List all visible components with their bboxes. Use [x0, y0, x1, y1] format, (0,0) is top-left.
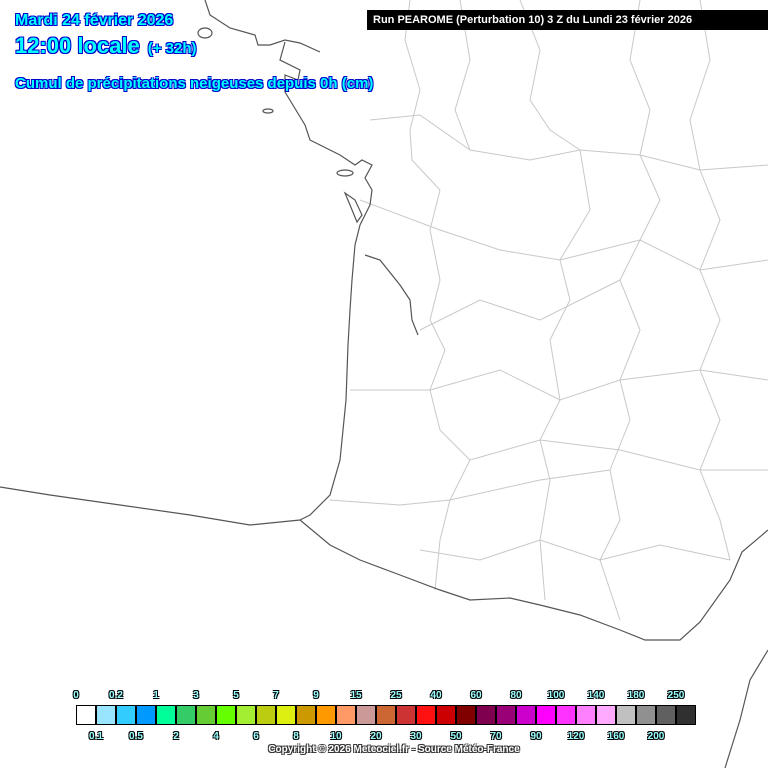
legend-label: 90	[530, 731, 542, 742]
legend-swatch	[196, 705, 216, 725]
legend-label: 4	[213, 731, 219, 742]
legend-swatch	[316, 705, 336, 725]
forecast-date: Mardi 24 février 2026	[15, 12, 174, 29]
legend-label: 9	[313, 690, 319, 701]
legend-label: 8	[293, 731, 299, 742]
legend-label: 70	[490, 731, 502, 742]
legend-swatch	[396, 705, 416, 725]
legend-swatch	[136, 705, 156, 725]
legend-label: 6	[253, 731, 259, 742]
legend-swatch	[336, 705, 356, 725]
product-title: Cumul de précipitations neigeuses depuis…	[15, 75, 374, 92]
legend-label: 1	[153, 690, 159, 701]
legend-label: 250	[667, 690, 685, 701]
legend-label: 0	[73, 690, 79, 701]
legend-swatch	[416, 705, 436, 725]
legend-label: 120	[567, 731, 585, 742]
legend-swatch	[536, 705, 556, 725]
legend-label: 25	[390, 690, 402, 701]
legend-swatch	[616, 705, 636, 725]
legend-label: 180	[627, 690, 645, 701]
legend-swatch	[636, 705, 656, 725]
legend-swatch	[596, 705, 616, 725]
legend-label: 0.2	[109, 690, 123, 701]
legend-swatch	[176, 705, 196, 725]
run-info: Run PEAROME (Perturbation 10) 3 Z du Lun…	[367, 10, 768, 30]
legend-swatch	[96, 705, 116, 725]
legend-swatch	[116, 705, 136, 725]
legend-label: 3	[193, 690, 199, 701]
legend-swatch	[236, 705, 256, 725]
legend-swatch	[376, 705, 396, 725]
legend-swatch	[276, 705, 296, 725]
legend-label: 60	[470, 690, 482, 701]
legend-swatch	[496, 705, 516, 725]
legend-swatch	[576, 705, 596, 725]
legend-label: 100	[547, 690, 565, 701]
legend-swatch	[516, 705, 536, 725]
legend-swatch	[156, 705, 176, 725]
local-time: 12:00 locale	[15, 33, 140, 58]
forecast-time: 12:00 locale (+ 32h)	[15, 33, 197, 59]
legend-swatch	[456, 705, 476, 725]
lead-time: (+ 32h)	[147, 40, 197, 57]
legend-label: 5	[233, 690, 239, 701]
legend-label: 80	[510, 690, 522, 701]
legend-swatch	[76, 705, 96, 725]
legend-label: 0.1	[89, 731, 103, 742]
legend-label: 20	[370, 731, 382, 742]
legend-label: 30	[410, 731, 422, 742]
legend-label: 140	[587, 690, 605, 701]
legend-label: 160	[607, 731, 625, 742]
legend-swatch	[296, 705, 316, 725]
legend-swatch	[556, 705, 576, 725]
legend-swatch	[656, 705, 676, 725]
legend-label: 200	[647, 731, 665, 742]
legend-swatch	[216, 705, 236, 725]
legend-label: 2	[173, 731, 179, 742]
legend-label: 7	[273, 690, 279, 701]
legend-swatch	[356, 705, 376, 725]
legend-swatch	[476, 705, 496, 725]
legend-label: 40	[430, 690, 442, 701]
department-boundaries	[329, 0, 768, 621]
legend-swatch	[256, 705, 276, 725]
copyright: Copyright © 2026 Meteociel.fr - Source M…	[268, 744, 520, 755]
legend-swatch	[436, 705, 456, 725]
legend-label: 0.5	[129, 731, 143, 742]
legend-label: 15	[350, 690, 362, 701]
legend-label: 10	[330, 731, 342, 742]
legend-label: 50	[450, 731, 462, 742]
legend-swatch	[676, 705, 696, 725]
